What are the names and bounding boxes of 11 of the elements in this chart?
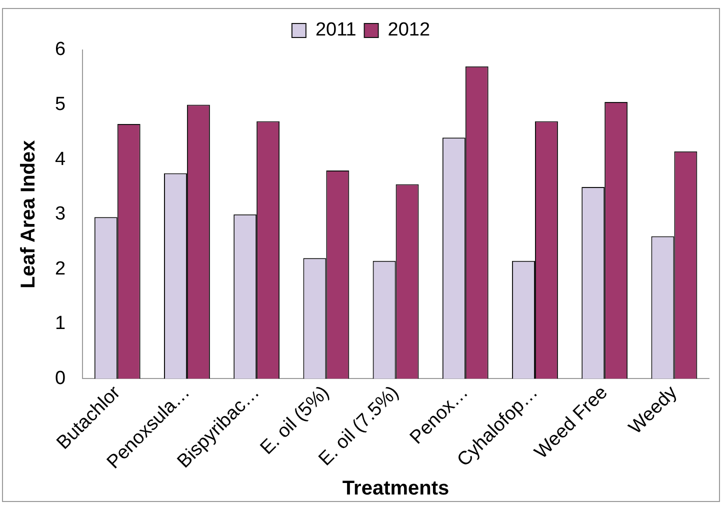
x-axis-title: Treatments	[342, 478, 450, 500]
y-tick-label: 3	[54, 204, 66, 225]
y-tick-label: 0	[54, 368, 66, 389]
legend-label: 2012	[388, 20, 430, 41]
y-tick-label: 1	[54, 313, 66, 334]
y-tick-label: 6	[54, 39, 66, 60]
y-tick-label: 5	[54, 94, 66, 116]
y-tick-label: 2	[54, 258, 66, 280]
y-tick-label: 4	[54, 148, 66, 170]
y-axis-title: Leaf Area Index	[18, 140, 40, 288]
legend-label: 2011	[315, 20, 356, 41]
